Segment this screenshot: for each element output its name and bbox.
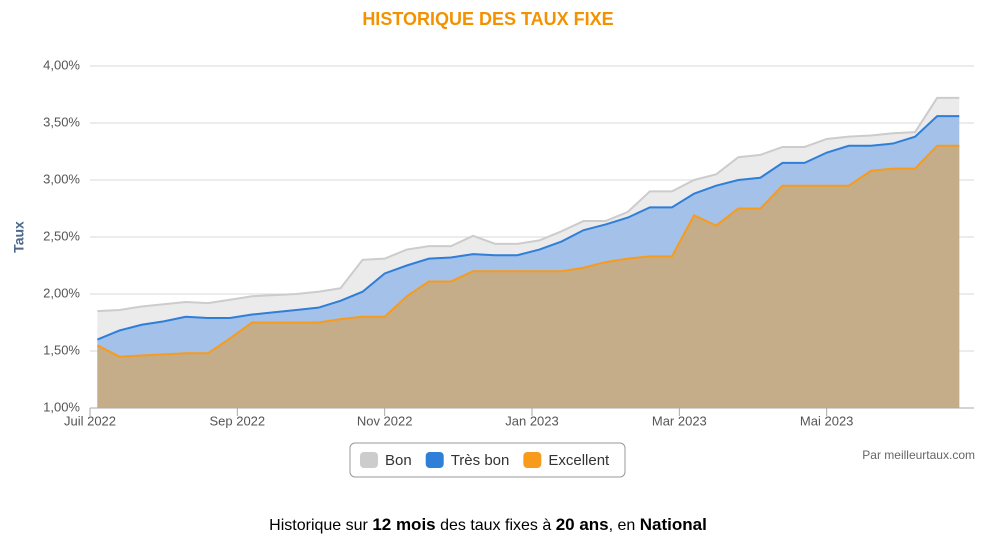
x-tick-label: Jan 2023	[505, 413, 559, 428]
y-tick-label: 3,00%	[43, 171, 80, 186]
footer-part: , en	[609, 517, 640, 534]
footer: Historique sur 12 mois des taux fixes à …	[269, 515, 707, 534]
line	[96, 144, 960, 358]
y-tick-label: 1,00%	[43, 399, 80, 414]
legend-label: Excellent	[548, 452, 610, 469]
y-tick-label: 4,00%	[43, 57, 80, 72]
legend-swatch	[360, 452, 378, 468]
footer-part: 12 mois	[372, 515, 435, 534]
legend-swatch	[425, 452, 444, 468]
y-tick-label: 2,00%	[43, 285, 80, 300]
y-tick-label: 1,50%	[43, 342, 80, 357]
x-tick-label: Sep 2022	[209, 413, 265, 428]
credit: Par meilleurtaux.com	[862, 448, 975, 462]
legend-swatch	[523, 452, 542, 468]
y-tick-label: 3,50%	[43, 114, 80, 129]
legend-label: Très bon	[451, 452, 510, 469]
chart-title: HISTORIQUE DES TAUX FIXE	[362, 9, 613, 29]
x-tick-label: Mar 2023	[652, 413, 707, 428]
x-tick-label: Nov 2022	[357, 413, 413, 428]
x-tick-label: Mai 2023	[800, 413, 853, 428]
footer-part: National	[640, 515, 707, 534]
footer-part: des taux fixes à	[436, 517, 556, 534]
x-tick-label: Juil 2022	[64, 413, 116, 428]
y-axis-label: Taux	[11, 221, 27, 253]
legend-box	[349, 442, 626, 478]
footer-part: 20 ans	[556, 515, 609, 534]
line	[96, 115, 960, 341]
legend-label: Bon	[385, 452, 412, 469]
y-tick-label: 2,50%	[43, 228, 80, 243]
line	[97, 96, 960, 313]
area	[97, 145, 960, 409]
footer-part: Historique sur	[269, 517, 372, 534]
